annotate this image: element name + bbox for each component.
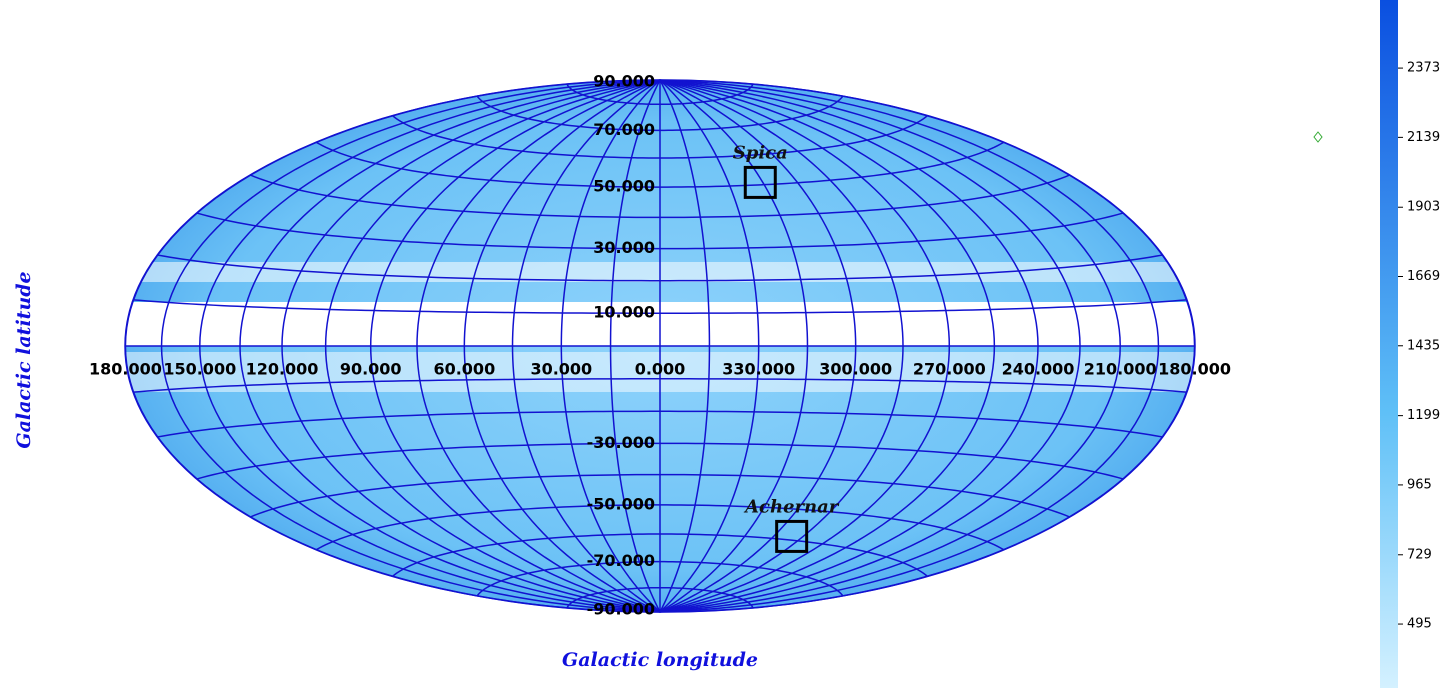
- star-label: Spica: [733, 142, 788, 163]
- meridian: [659, 79, 1081, 613]
- meridian: [324, 79, 661, 613]
- star-label: Achernar: [743, 496, 840, 517]
- colorbar-label: 729: [1407, 547, 1432, 562]
- meridian: [659, 79, 1160, 613]
- longitude-label: 120.000: [246, 360, 319, 379]
- meridian: [416, 79, 661, 613]
- meridian: [659, 79, 904, 613]
- y-axis-title: Galactic latitude: [13, 271, 35, 448]
- latitude-label: 10.000: [593, 303, 655, 322]
- map: [124, 79, 1196, 613]
- latitude-label: -90.000: [587, 599, 655, 618]
- colorbar-label: 1903: [1407, 200, 1440, 215]
- longitude-label: 30.000: [530, 360, 592, 379]
- colorbar-label: 495: [1407, 617, 1432, 632]
- meridian: [281, 79, 661, 613]
- longitude-label: 330.000: [722, 360, 795, 379]
- meridian: [659, 79, 760, 613]
- star-marker: [743, 165, 777, 199]
- meridian: [199, 79, 661, 613]
- meridian: [511, 79, 661, 613]
- colorbar-label: 2139: [1407, 130, 1440, 145]
- star-marker: [775, 519, 809, 553]
- longitude-label: 270.000: [913, 360, 986, 379]
- latitude-label: -50.000: [587, 494, 655, 513]
- latitude-label: -70.000: [587, 551, 655, 570]
- meridian: [659, 79, 857, 613]
- longitude-label: 0.000: [635, 360, 686, 379]
- meridian: [560, 79, 661, 613]
- longitude-label: 180.000: [89, 360, 162, 379]
- latitude-label: -30.000: [587, 433, 655, 452]
- colorbar-label: 2373: [1407, 61, 1440, 76]
- meridian: [659, 79, 809, 613]
- meridian: [369, 79, 661, 613]
- meridian: [463, 79, 661, 613]
- longitude-label: 90.000: [340, 360, 402, 379]
- colorbar-label: 1669: [1407, 269, 1440, 284]
- longitude-label: 150.000: [163, 360, 236, 379]
- colorbar-label: 965: [1407, 477, 1432, 492]
- meridian: [659, 79, 996, 613]
- meridian: [659, 79, 1039, 613]
- longitude-label: 180.000: [1158, 360, 1231, 379]
- colorbar-label: 1435: [1407, 338, 1440, 353]
- longitude-label: 300.000: [819, 360, 892, 379]
- meridian: [160, 79, 661, 613]
- latitude-label: 30.000: [593, 238, 655, 257]
- colorbar: [1380, 0, 1398, 688]
- latitude-label: 90.000: [593, 72, 655, 91]
- meridian: [659, 79, 951, 613]
- meridian: [609, 79, 661, 613]
- meridian: [659, 79, 1121, 613]
- meridian: [239, 79, 661, 613]
- colorbar-label: 1199: [1407, 408, 1440, 423]
- indicator: [1313, 131, 1323, 143]
- x-axis-title: Galactic longitude: [562, 649, 758, 671]
- meridian: [659, 79, 711, 613]
- latitude-label: 70.000: [593, 120, 655, 139]
- map-border: [124, 79, 1196, 613]
- latitude-label: 50.000: [593, 177, 655, 196]
- longitude-label: 240.000: [1002, 360, 1075, 379]
- longitude-label: 60.000: [433, 360, 495, 379]
- longitude-label: 210.000: [1084, 360, 1157, 379]
